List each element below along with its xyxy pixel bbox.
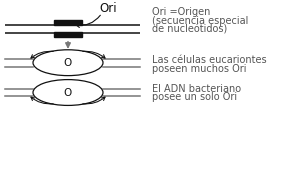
Text: (secuencia especial: (secuencia especial	[152, 16, 248, 26]
Text: O: O	[64, 58, 72, 68]
Bar	[54, 32, 82, 37]
Text: El ADN bacteriano: El ADN bacteriano	[152, 83, 241, 93]
Text: Ori =Origen: Ori =Origen	[152, 7, 210, 17]
Text: Ori: Ori	[99, 2, 117, 15]
Text: O: O	[64, 88, 72, 98]
Bar	[54, 20, 82, 26]
Text: Las células eucariontes: Las células eucariontes	[152, 55, 267, 65]
Text: poseen muchos Ori: poseen muchos Ori	[152, 64, 247, 74]
Text: posee un solo Ori: posee un solo Ori	[152, 92, 237, 102]
Text: de nucleótidos): de nucleótidos)	[152, 25, 227, 35]
